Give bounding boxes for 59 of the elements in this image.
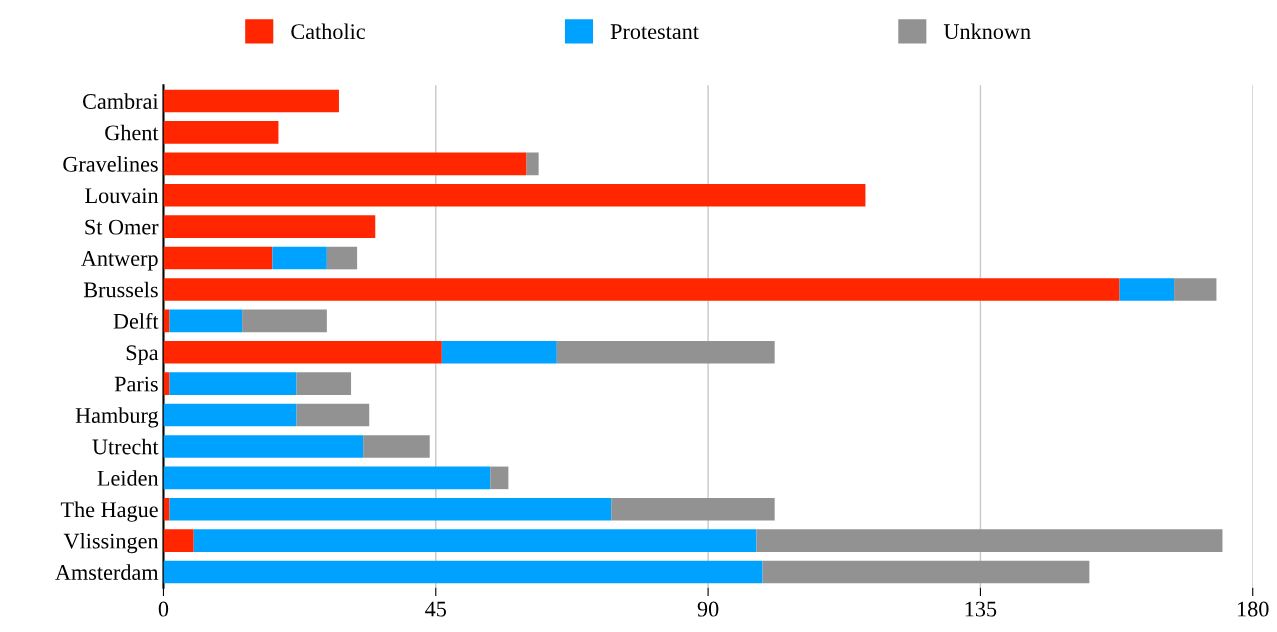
- y-tick-label: Ghent: [105, 124, 159, 141]
- x-tick-label: 90: [697, 601, 719, 617]
- bar: [163, 435, 364, 458]
- bar: [326, 246, 358, 270]
- y-tick-label: Delft: [113, 312, 159, 329]
- legend-label: Unknown: [943, 23, 1031, 40]
- bar: [169, 309, 243, 333]
- x-tick-label: 45: [425, 601, 447, 617]
- y-tick-label: Louvain: [85, 188, 159, 204]
- bar: [169, 372, 297, 395]
- bar: [163, 215, 376, 238]
- bar: [163, 560, 763, 584]
- bar: [242, 309, 327, 333]
- x-tick-label: 180: [1238, 601, 1269, 617]
- bar: [272, 246, 327, 270]
- bar: [163, 340, 442, 364]
- bar: [163, 121, 279, 144]
- y-tick-label: Paris: [114, 376, 158, 392]
- bar: [296, 372, 352, 395]
- y-tick-label: The Hague: [60, 501, 158, 522]
- bar: [611, 497, 775, 521]
- bar: [193, 529, 757, 552]
- y-tick-label: Cambrai: [82, 93, 159, 109]
- y-tick-label: Leiden: [97, 470, 159, 486]
- y-tick-label: Amsterdam: [55, 564, 159, 580]
- legend-label: Catholic: [291, 23, 365, 40]
- bar: [490, 466, 509, 490]
- y-tick-label: Antwerp: [81, 251, 158, 271]
- bar: [163, 246, 273, 270]
- y-tick-label: Spa: [126, 345, 159, 365]
- bar: [363, 435, 430, 458]
- bar: [163, 183, 866, 207]
- y-tick-label: Brussels: [83, 281, 158, 298]
- bar: [756, 529, 1223, 552]
- bar: [163, 529, 194, 552]
- bar: [1119, 278, 1175, 301]
- bar: [1174, 278, 1217, 301]
- y-tick-label: Vlissingen: [63, 532, 159, 554]
- bar: [163, 89, 339, 113]
- bar: [163, 466, 491, 490]
- bar: [296, 403, 370, 427]
- legend-label: Protestant: [610, 24, 699, 40]
- bar: [169, 497, 612, 521]
- bar: [163, 152, 527, 176]
- bar: [163, 497, 170, 521]
- x-tick-label: 135: [965, 601, 997, 617]
- y-tick-label: Hamburg: [75, 407, 159, 428]
- bar: [163, 278, 1120, 301]
- bar: [441, 340, 557, 364]
- y-tick-label: Gravelines: [63, 156, 158, 172]
- bar: [163, 372, 170, 395]
- y-tick-label: Utrecht: [92, 438, 159, 455]
- bar: [556, 340, 775, 364]
- bar: [762, 560, 1090, 584]
- bar: [163, 309, 170, 333]
- bar: [526, 152, 539, 176]
- bar: [163, 403, 297, 427]
- y-tick-label: St Omer: [85, 219, 159, 235]
- x-tick-label: 0: [158, 601, 169, 617]
